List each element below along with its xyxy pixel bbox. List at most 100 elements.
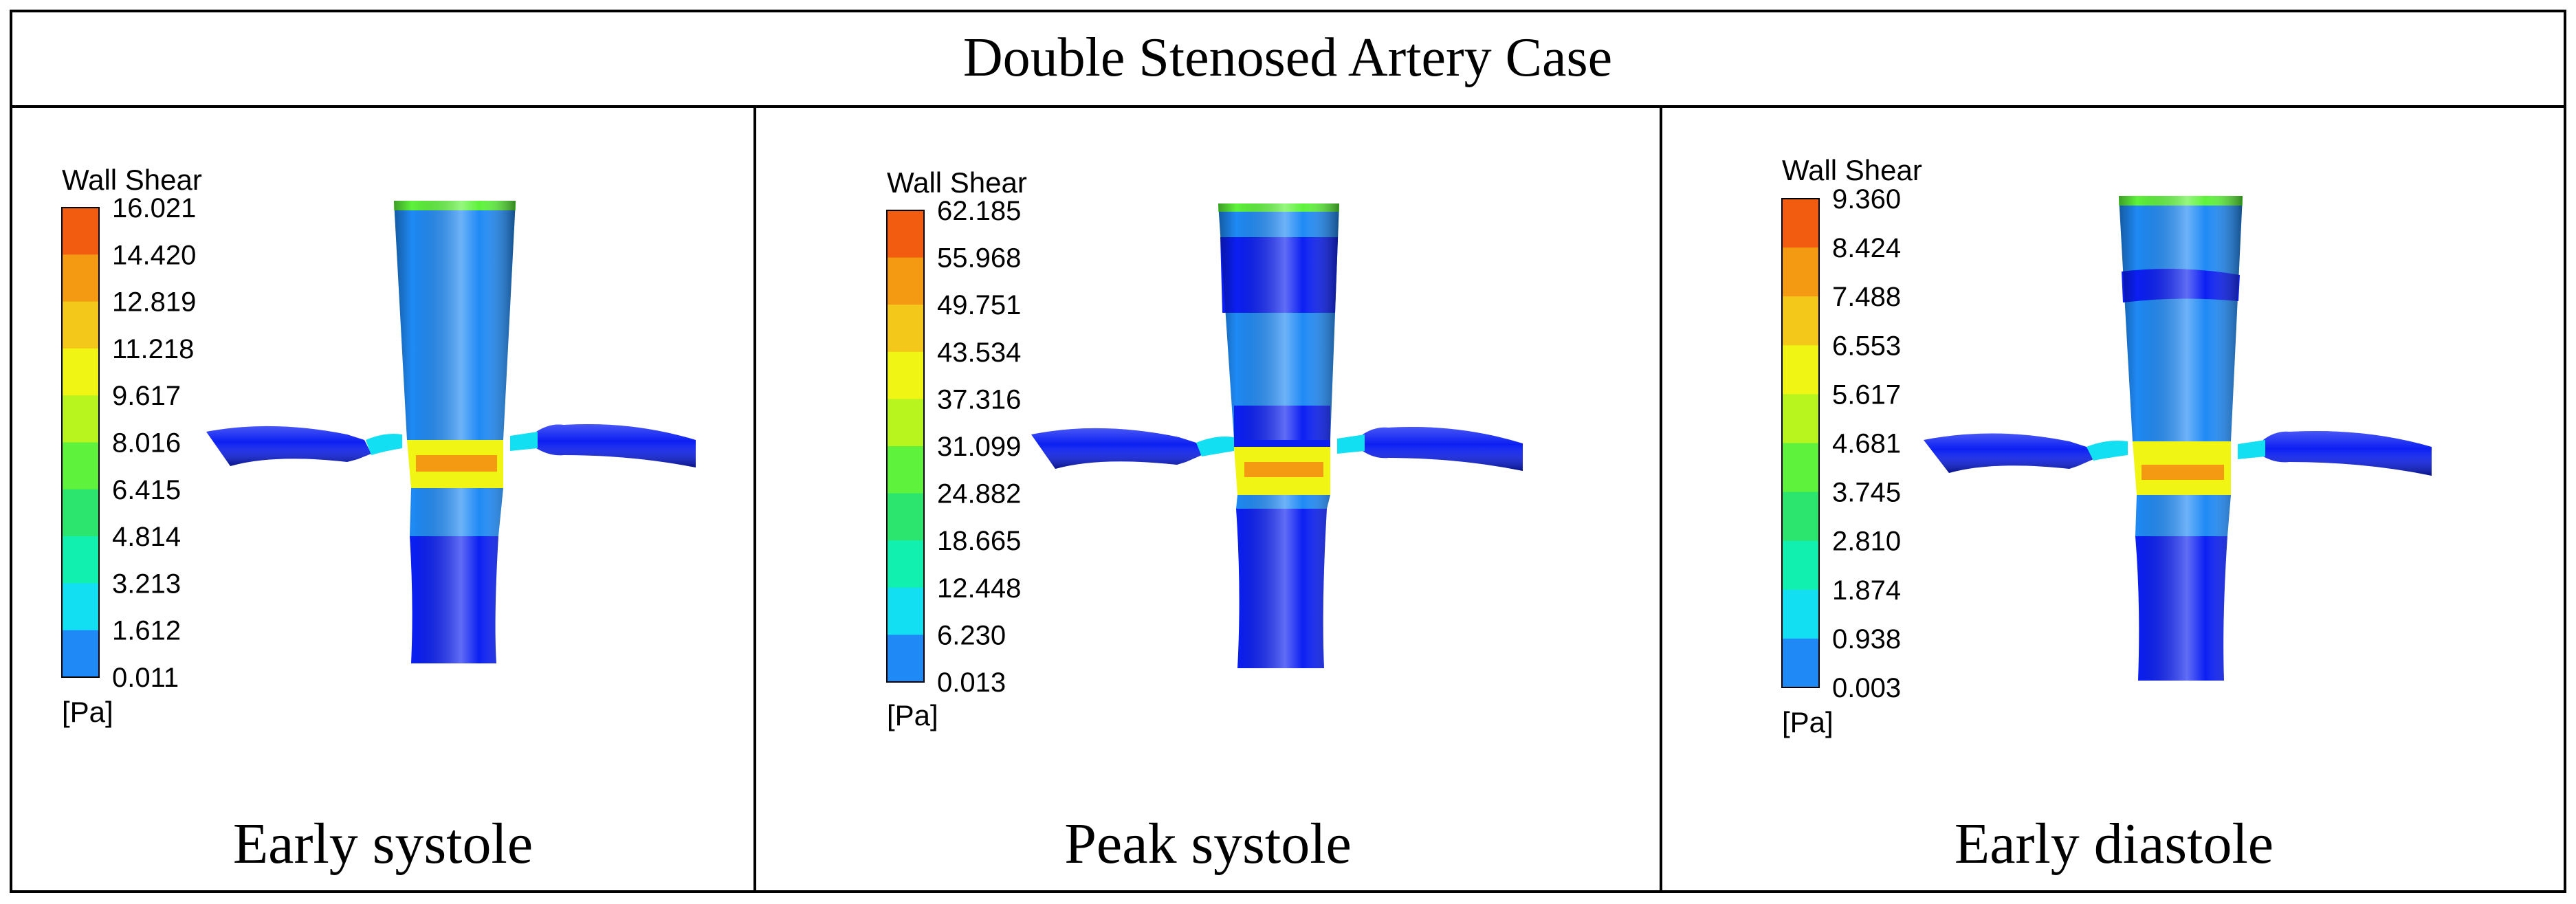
legend-tick-label: 4.681 bbox=[1832, 429, 1901, 459]
frame bbox=[10, 10, 2566, 893]
legend-swatch bbox=[887, 587, 924, 635]
legend-tick-label: 3.745 bbox=[1832, 478, 1901, 508]
stenosis-core bbox=[2142, 465, 2224, 480]
legend-swatch bbox=[1782, 199, 1819, 248]
legend-title: Wall Shear bbox=[887, 166, 1027, 199]
legend-tick-label: 6.553 bbox=[1832, 331, 1901, 361]
legend-swatch bbox=[62, 489, 99, 537]
legend-swatch bbox=[1782, 247, 1819, 297]
right-connector bbox=[1337, 434, 1365, 454]
legend-swatch bbox=[62, 536, 99, 584]
legend-tick-label: 16.021 bbox=[112, 193, 196, 223]
legend-bar-border bbox=[886, 210, 925, 683]
left-connector bbox=[1196, 437, 1234, 456]
legend-unit: [Pa] bbox=[1782, 706, 1834, 738]
legend-swatches bbox=[1781, 198, 1820, 688]
legend-swatch bbox=[1782, 443, 1819, 493]
legend-swatch bbox=[887, 540, 924, 588]
legend-tick-label: 3.213 bbox=[112, 569, 181, 599]
legend-tick-label: 4.814 bbox=[112, 522, 181, 552]
artery-model bbox=[206, 201, 696, 663]
legend-tick-label: 62.185 bbox=[937, 196, 1021, 226]
panel-early-diastole: Wall Shear 9.360 8.424 7.488 6.553 5.617 4.68… bbox=[1781, 154, 2432, 876]
right-connector bbox=[510, 432, 538, 451]
legend-swatch bbox=[62, 348, 99, 396]
legend-swatch bbox=[62, 583, 99, 631]
legend-swatch bbox=[887, 257, 924, 305]
legend-bar-border bbox=[1781, 198, 1820, 688]
legend-tick-label: 7.488 bbox=[1832, 282, 1901, 312]
legend-tick-label: 31.099 bbox=[937, 432, 1021, 462]
legend-swatch bbox=[1782, 296, 1819, 346]
right-connector bbox=[2238, 440, 2265, 459]
legend-tick-label: 24.882 bbox=[937, 479, 1021, 509]
legend-tick-label: 0.003 bbox=[1832, 673, 1901, 703]
legend-swatch bbox=[887, 399, 924, 447]
left-connector bbox=[2087, 441, 2128, 461]
legend-swatch bbox=[887, 305, 924, 353]
legend-swatch bbox=[887, 351, 924, 399]
legend-tick-label: 49.751 bbox=[937, 290, 1021, 320]
legend-tick-label: 1.612 bbox=[112, 616, 181, 646]
stenosis-core bbox=[1244, 462, 1323, 477]
legend-tick-label: 5.617 bbox=[1832, 379, 1901, 410]
legend-title: Wall Shear bbox=[62, 164, 202, 196]
caption: Early systole bbox=[233, 812, 533, 876]
legend-swatch bbox=[62, 442, 99, 490]
legend-tick-label: 9.617 bbox=[112, 381, 181, 411]
legend-swatch bbox=[62, 395, 99, 443]
panel-early-systole: Wall Shear 16.021 14.420 12.819 11.218 9.617… bbox=[61, 164, 696, 876]
legend-swatch bbox=[887, 493, 924, 541]
legend-swatches bbox=[886, 210, 925, 683]
left-connector bbox=[366, 434, 402, 455]
legend-tick-label: 0.011 bbox=[112, 663, 179, 693]
legend-swatch bbox=[887, 210, 924, 258]
legend-swatch bbox=[62, 630, 99, 678]
legend-ticks: 62.185 55.968 49.751 43.534 37.316 31.099 24.8… bbox=[937, 196, 1021, 698]
legend-tick-label: 0.938 bbox=[1832, 624, 1901, 654]
legend-tick-label: 43.534 bbox=[937, 338, 1021, 368]
legend-tick-label: 11.218 bbox=[112, 334, 194, 364]
artery-model bbox=[1031, 203, 1523, 668]
legend-swatch bbox=[1782, 345, 1819, 395]
legend-swatch bbox=[1782, 492, 1819, 542]
caption: Peak systole bbox=[1064, 812, 1352, 876]
legend-tick-label: 6.415 bbox=[112, 475, 181, 505]
panel-peak-systole: Wall Shear 62.185 55.968 49.751 43.534 37.31… bbox=[886, 166, 1523, 876]
legend-tick-label: 37.316 bbox=[937, 384, 1021, 415]
legend-unit: [Pa] bbox=[62, 696, 113, 728]
legend-title: Wall Shear bbox=[1782, 154, 1922, 186]
legend-tick-label: 14.420 bbox=[112, 240, 196, 270]
legend-swatches bbox=[61, 207, 100, 678]
legend-tick-label: 2.810 bbox=[1832, 527, 1901, 557]
caption: Early diastole bbox=[1955, 812, 2274, 876]
color-legend: Wall Shear 9.360 8.424 7.488 6.553 5.617 4.68… bbox=[1781, 154, 1922, 738]
color-legend: Wall Shear 62.185 55.968 49.751 43.534 37.31… bbox=[886, 166, 1027, 731]
legend-tick-label: 8.424 bbox=[1832, 233, 1901, 263]
legend-tick-label: 0.013 bbox=[937, 668, 1006, 698]
legend-bar-border bbox=[61, 207, 100, 678]
legend-ticks: 9.360 8.424 7.488 6.553 5.617 4.681 3.745 2.810… bbox=[1832, 184, 1901, 703]
legend-tick-label: 8.016 bbox=[112, 428, 181, 459]
legend-tick-label: 9.360 bbox=[1832, 184, 1901, 214]
legend-swatch bbox=[62, 208, 99, 255]
legend-swatch bbox=[887, 635, 924, 683]
artery-model bbox=[1924, 196, 2432, 681]
legend-unit: [Pa] bbox=[887, 699, 938, 731]
legend-tick-label: 1.874 bbox=[1832, 575, 1901, 606]
legend-swatch bbox=[887, 446, 924, 494]
legend-tick-label: 55.968 bbox=[937, 243, 1021, 274]
outer-border bbox=[10, 10, 2566, 893]
figure-title: Double Stenosed Artery Case bbox=[963, 27, 1612, 88]
legend-tick-label: 6.230 bbox=[937, 620, 1006, 650]
color-legend: Wall Shear 16.021 14.420 12.819 11.218 9.617… bbox=[61, 164, 202, 728]
legend-swatch bbox=[1782, 638, 1819, 688]
legend-swatch bbox=[1782, 540, 1819, 591]
legend-tick-label: 12.819 bbox=[112, 287, 196, 318]
legend-swatch bbox=[1782, 394, 1819, 443]
legend-swatch bbox=[62, 301, 99, 349]
legend-swatch bbox=[1782, 589, 1819, 639]
legend-tick-label: 18.665 bbox=[937, 526, 1021, 556]
legend-tick-label: 12.448 bbox=[937, 573, 1021, 604]
